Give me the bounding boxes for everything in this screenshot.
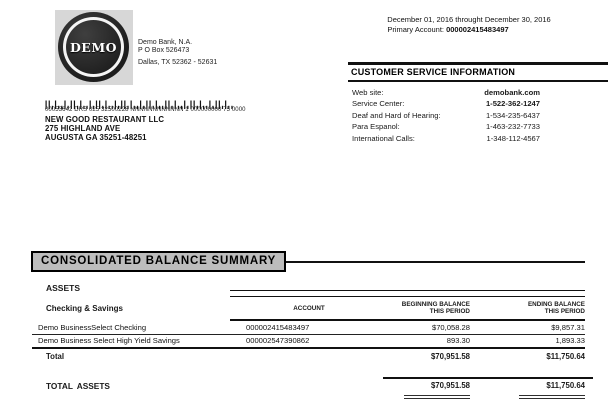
customer-service-rows: Web site: demobank.com Service Center: 1… bbox=[348, 87, 540, 144]
cs-value-phone: 1-463-232-7733 bbox=[485, 122, 540, 132]
primary-account-line: Primary Account: 000002415483497 bbox=[348, 25, 548, 35]
assets-heading: ASSETS bbox=[46, 283, 81, 293]
total-label: Total bbox=[46, 351, 65, 361]
beginning-balance: $70,058.28 bbox=[431, 323, 470, 332]
recipient-address-block: NEW GOOD RESTAURANT LLC 275 HIGHLAND AVE… bbox=[45, 115, 164, 142]
divider bbox=[383, 377, 593, 379]
divider bbox=[230, 319, 585, 321]
recipient-address2: AUGUSTA GA 35251-48251 bbox=[45, 133, 147, 142]
customer-service-title: CUSTOMER SERVICE INFORMATION bbox=[351, 67, 516, 77]
customer-service-row: Deaf and Hard of Hearing: 1-534-235-6437 bbox=[352, 110, 540, 121]
column-header-line: BEGINNING BALANCE bbox=[401, 301, 470, 308]
spacer bbox=[246, 381, 372, 391]
divider bbox=[404, 397, 470, 399]
recipient-name: NEW GOOD RESTAURANT LLC bbox=[45, 115, 165, 124]
cs-label: Web site: bbox=[352, 88, 384, 97]
divider bbox=[519, 394, 585, 396]
account-name: Demo Business Select High Yield Savings bbox=[38, 336, 180, 345]
customer-service-row: Para Espanol: 1-463-232-7733 bbox=[352, 121, 540, 132]
bank-logo: DEMO bbox=[55, 10, 133, 85]
total-assets-beginning-balance: $70,951.58 bbox=[430, 381, 470, 390]
cs-value-website[interactable]: demobank.com bbox=[484, 88, 540, 97]
cs-label: Para Espanol: bbox=[352, 122, 400, 132]
divider bbox=[230, 290, 585, 292]
column-header-group: Checking & Savings bbox=[46, 304, 123, 313]
divider bbox=[348, 79, 608, 82]
total-assets-label: TOTAL ASSETS bbox=[46, 381, 110, 391]
account-name: Demo BusinessSelect Checking bbox=[38, 323, 147, 332]
cs-value-phone: 1-348-112-4567 bbox=[486, 133, 540, 143]
column-header-account: ACCOUNT bbox=[293, 305, 325, 312]
table-header-row: Checking & Savings ACCOUNT BEGINNING BAL… bbox=[38, 301, 585, 315]
column-header-beginning-balance: BEGINNING BALANCE THIS PERIOD bbox=[372, 301, 470, 315]
table-row-total: Total $70,951.58 $11,750.64 bbox=[38, 352, 585, 361]
section-title-consolidated-balance-summary: CONSOLIDATED BALANCE SUMMARY bbox=[31, 251, 287, 272]
customer-service-row: International Calls: 1-348-112-4567 bbox=[352, 133, 540, 144]
spacer bbox=[246, 352, 372, 361]
cs-label: Deaf and Hard of Hearing: bbox=[352, 110, 441, 120]
divider bbox=[32, 347, 585, 349]
column-header-line: THIS PERIOD bbox=[429, 308, 470, 316]
mail-routing-code: 00053642 DRS 025 32500228 NNNNNNNNNNNN 1… bbox=[45, 107, 246, 113]
cs-label: International Calls: bbox=[352, 133, 415, 143]
column-header-ending-balance: ENDING BALANCE THIS PERIOD bbox=[470, 301, 585, 315]
total-assets-ending-balance: $11,750.64 bbox=[546, 381, 585, 390]
bank-address-block: Demo Bank, N.A. P O Box 526473 Dallas, T… bbox=[138, 39, 217, 67]
divider bbox=[250, 261, 585, 263]
total-beginning-balance: $70,951.58 bbox=[430, 351, 470, 361]
bank-logo-text: DEMO bbox=[69, 39, 118, 55]
table-row-checking: Demo BusinessSelect Checking 00000241548… bbox=[38, 323, 585, 332]
customer-service-row: Web site: demobank.com bbox=[352, 87, 540, 98]
statement-period: December 01, 2016 throught December 30, … bbox=[387, 15, 551, 24]
customer-service-box: CUSTOMER SERVICE INFORMATION Web site: d… bbox=[348, 62, 608, 144]
divider bbox=[404, 394, 470, 396]
bank-city-line: Dallas, TX 52362 - 52631 bbox=[138, 59, 218, 66]
account-number: 000002415483497 bbox=[246, 323, 310, 332]
cs-value-phone: 1-522-362-1247 bbox=[485, 99, 540, 109]
divider bbox=[230, 295, 585, 297]
bank-name: Demo Bank, N.A. bbox=[138, 39, 193, 46]
primary-account-label: Primary Account: bbox=[387, 25, 444, 34]
ending-balance: 1,893.33 bbox=[555, 336, 585, 345]
primary-account-number: 000002415483497 bbox=[446, 25, 509, 34]
divider bbox=[32, 333, 585, 335]
customer-service-row: Service Center: 1-522-362-1247 bbox=[352, 98, 540, 109]
total-ending-balance: $11,750.64 bbox=[546, 351, 585, 361]
account-number: 000002547390862 bbox=[246, 336, 310, 345]
bank-po-box: P O Box 526473 bbox=[138, 47, 190, 54]
statement-period-block: December 01, 2016 throught December 30, … bbox=[348, 15, 590, 35]
postal-barcode-icon bbox=[45, 96, 235, 109]
table-row-savings: Demo Business Select High Yield Savings … bbox=[38, 336, 585, 345]
cs-label: Service Center: bbox=[352, 99, 405, 109]
column-header-line: ENDING BALANCE bbox=[527, 301, 585, 308]
divider bbox=[348, 62, 608, 65]
recipient-address1: 275 HIGHLAND AVE bbox=[45, 124, 121, 133]
column-header-line: THIS PERIOD bbox=[544, 308, 585, 316]
divider bbox=[519, 397, 585, 399]
cs-value-phone: 1-534-235-6437 bbox=[485, 110, 540, 120]
bank-logo-disc: DEMO bbox=[58, 12, 129, 82]
ending-balance: $9,857.31 bbox=[551, 323, 585, 332]
beginning-balance: 893.30 bbox=[446, 336, 470, 345]
table-row-total-assets: TOTAL ASSETS $70,951.58 $11,750.64 bbox=[38, 381, 585, 391]
bank-logo-ring: DEMO bbox=[63, 17, 124, 77]
